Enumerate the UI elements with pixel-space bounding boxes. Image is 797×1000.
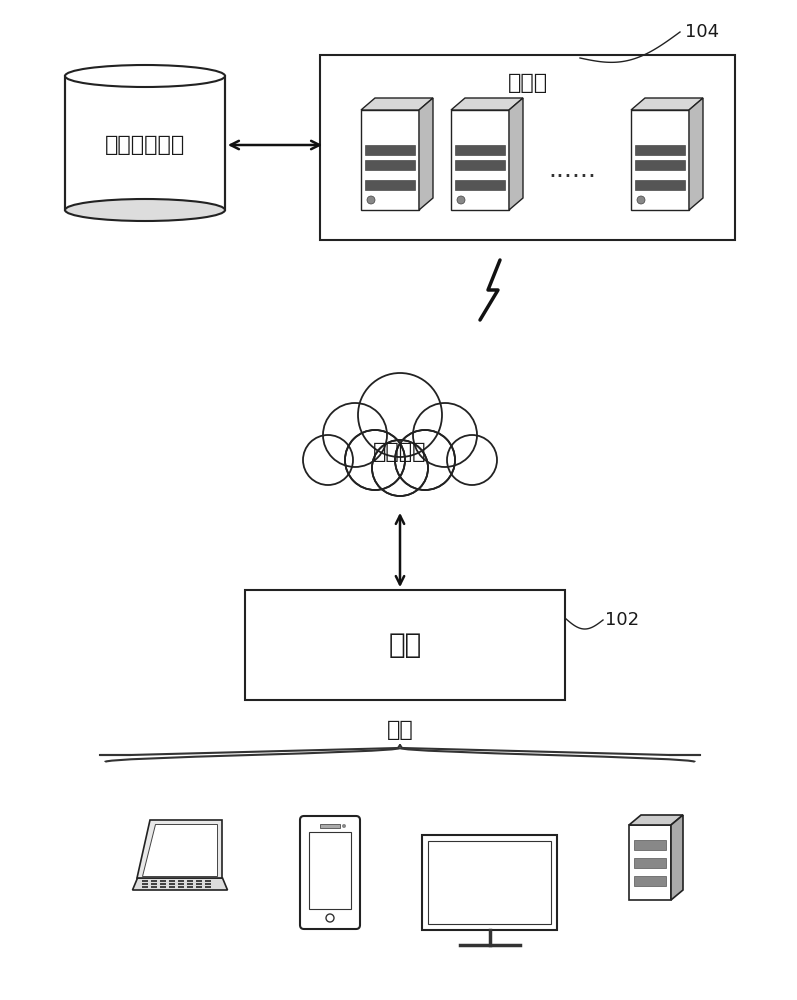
- Circle shape: [457, 196, 465, 204]
- Circle shape: [372, 440, 428, 496]
- Text: 通信网络: 通信网络: [373, 442, 426, 462]
- Bar: [634, 876, 666, 886]
- Bar: [206, 883, 211, 885]
- Circle shape: [345, 430, 405, 490]
- Bar: [151, 886, 158, 888]
- Text: 数据存储系统: 数据存储系统: [105, 135, 185, 155]
- Bar: [455, 180, 505, 190]
- Bar: [170, 883, 175, 885]
- Bar: [160, 880, 167, 882]
- Bar: [179, 886, 184, 888]
- Bar: [187, 886, 194, 888]
- Polygon shape: [361, 98, 433, 110]
- Bar: [634, 858, 666, 868]
- Polygon shape: [631, 110, 689, 210]
- Bar: [309, 832, 351, 909]
- Bar: [300, 445, 500, 495]
- Bar: [365, 180, 415, 190]
- Circle shape: [358, 373, 442, 457]
- Circle shape: [323, 403, 387, 467]
- Bar: [197, 883, 202, 885]
- FancyBboxPatch shape: [300, 816, 360, 929]
- Polygon shape: [451, 110, 509, 210]
- Polygon shape: [132, 878, 227, 890]
- Polygon shape: [689, 98, 703, 210]
- Bar: [635, 180, 685, 190]
- Bar: [635, 160, 685, 170]
- Ellipse shape: [65, 65, 225, 87]
- Bar: [170, 886, 175, 888]
- Text: 104: 104: [685, 23, 719, 41]
- Bar: [429, 841, 552, 924]
- Bar: [187, 883, 194, 885]
- Polygon shape: [361, 110, 419, 210]
- Bar: [187, 880, 194, 882]
- Polygon shape: [629, 825, 671, 900]
- Ellipse shape: [65, 199, 225, 221]
- Circle shape: [395, 430, 455, 490]
- Bar: [143, 883, 148, 885]
- Polygon shape: [631, 98, 703, 110]
- Text: 服务器: 服务器: [508, 73, 548, 93]
- Text: 102: 102: [605, 611, 639, 629]
- Bar: [245, 590, 565, 700]
- Bar: [365, 145, 415, 155]
- Bar: [635, 145, 685, 155]
- Bar: [197, 886, 202, 888]
- Bar: [365, 160, 415, 170]
- Circle shape: [303, 435, 353, 485]
- Polygon shape: [509, 98, 523, 210]
- Bar: [320, 55, 735, 240]
- Polygon shape: [138, 820, 222, 878]
- Bar: [455, 145, 505, 155]
- Bar: [206, 880, 211, 882]
- Bar: [320, 824, 340, 828]
- Bar: [151, 883, 158, 885]
- Circle shape: [413, 403, 477, 467]
- Text: 终端: 终端: [388, 631, 422, 659]
- Bar: [143, 880, 148, 882]
- Bar: [160, 883, 167, 885]
- Bar: [151, 880, 158, 882]
- Bar: [197, 880, 202, 882]
- Bar: [170, 880, 175, 882]
- Polygon shape: [419, 98, 433, 210]
- Bar: [179, 883, 184, 885]
- Bar: [143, 886, 148, 888]
- Bar: [634, 840, 666, 850]
- Polygon shape: [629, 815, 683, 825]
- Bar: [422, 835, 557, 930]
- Polygon shape: [671, 815, 683, 900]
- Polygon shape: [480, 260, 500, 320]
- Circle shape: [342, 824, 346, 828]
- Text: ......: ......: [548, 158, 596, 182]
- Circle shape: [447, 435, 497, 485]
- Text: 例如: 例如: [387, 720, 414, 740]
- Circle shape: [637, 196, 645, 204]
- Polygon shape: [143, 824, 218, 876]
- Bar: [160, 886, 167, 888]
- Bar: [455, 160, 505, 170]
- Polygon shape: [451, 98, 523, 110]
- Bar: [206, 886, 211, 888]
- Circle shape: [367, 196, 375, 204]
- Bar: [179, 880, 184, 882]
- Bar: [65, 76, 225, 210]
